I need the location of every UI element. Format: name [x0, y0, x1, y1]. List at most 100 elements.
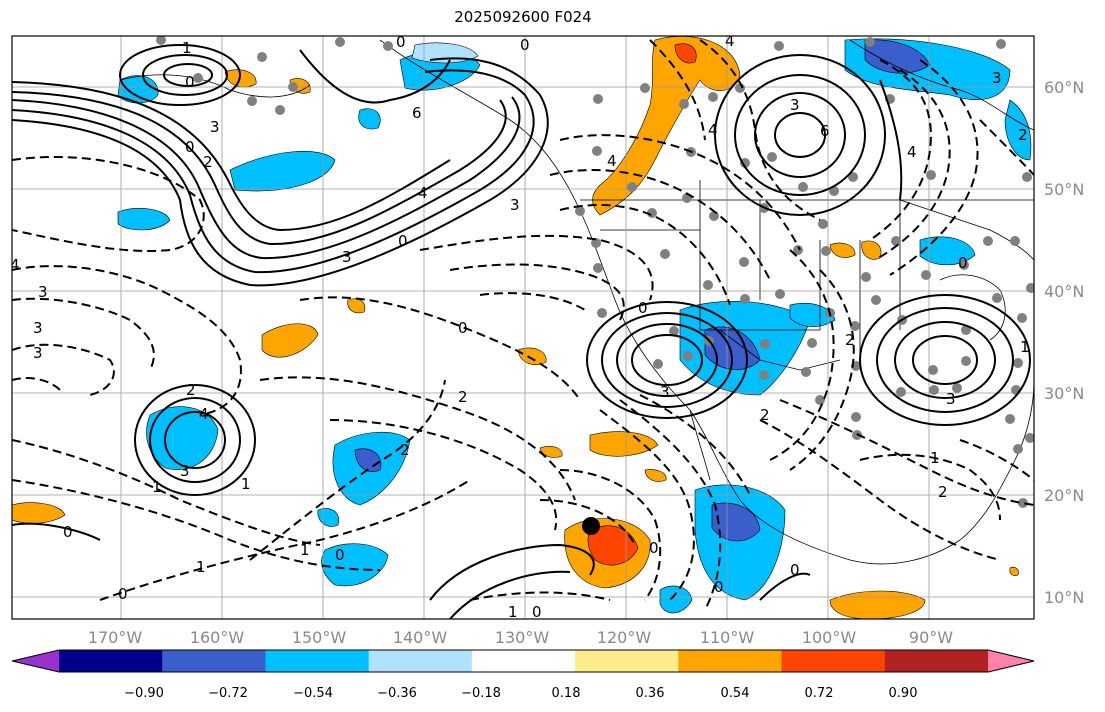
- colorbar-segment: [368, 650, 473, 672]
- coastlines: [119, 39, 1034, 565]
- colorbar-tick-labels: −0.90 −0.72 −0.54 −0.36 −0.18 0.18 0.36 …: [124, 686, 917, 701]
- contour-label: 0: [790, 561, 800, 579]
- colorbar-segment: [678, 650, 783, 672]
- contour-labels: 1 0 3 0 2 6 4 0 3 3 0 0 4 3 3 3 0 2 2 2 …: [10, 32, 1030, 621]
- lon-label: 160°W: [190, 628, 245, 647]
- colorbar-segment: [162, 650, 266, 672]
- map-background: [12, 36, 1034, 619]
- contour-label: 3: [510, 196, 520, 214]
- colorbar-tick-label: −0.18: [461, 686, 501, 701]
- contour-label: 1: [1020, 338, 1030, 356]
- contour-label: 0: [185, 138, 195, 156]
- contour-label: 0: [396, 33, 406, 51]
- contour-label: 4: [907, 143, 917, 161]
- contour-label: 2: [938, 483, 948, 501]
- contour-label: 1: [300, 541, 310, 559]
- contour-label: 2: [186, 381, 196, 399]
- lon-label: 140°W: [393, 628, 448, 647]
- contour-label: 0: [398, 232, 408, 250]
- colorbar-segment: [59, 650, 163, 672]
- lon-label: 110°W: [700, 628, 755, 647]
- lon-label: 100°W: [802, 628, 857, 647]
- lat-label: 60°N: [1044, 78, 1084, 97]
- contour-label: 6: [412, 104, 422, 122]
- lon-label: 150°W: [292, 628, 347, 647]
- lat-label: 10°N: [1044, 588, 1084, 607]
- contour-label: 3: [180, 462, 190, 480]
- colorbar-extend-min: [12, 650, 59, 672]
- colorbar-segment: [575, 650, 679, 672]
- contour-label: 4: [199, 405, 209, 423]
- contour-label: 3: [38, 283, 48, 301]
- contour-label: 3: [342, 248, 352, 266]
- shaded-anomaly-regions: [12, 36, 1032, 619]
- solid-contours: [12, 44, 1031, 619]
- colorbar-outline: [11, 649, 1035, 673]
- colorbar-tick-label: −0.54: [293, 686, 333, 701]
- contour-label: 2: [1018, 126, 1028, 144]
- contour-label: 2: [760, 406, 770, 424]
- contour-label: 0: [63, 523, 73, 541]
- contour-label: 3: [790, 96, 800, 114]
- contour-label: 4: [725, 32, 735, 50]
- longitude-labels: 170°W 160°W 150°W 140°W 130°W 120°W 110°…: [88, 628, 953, 647]
- colorbar-tick-label: −0.36: [377, 686, 417, 701]
- contour-label: 3: [33, 344, 43, 362]
- map-frame: [11, 35, 1035, 620]
- dashed-contours: [12, 39, 1034, 611]
- contour-label: 0: [118, 585, 128, 603]
- contour-label: 1: [152, 478, 162, 496]
- lon-label: 170°W: [88, 628, 143, 647]
- contour-label: 1: [508, 603, 518, 621]
- contour-label: 4: [10, 256, 20, 274]
- contour-label: 3: [992, 69, 1002, 87]
- contour-label: 0: [458, 319, 468, 337]
- storm-center-marker: [582, 517, 600, 535]
- colorbar-tick-label: 0.72: [805, 686, 834, 701]
- contour-label: 1: [241, 475, 251, 493]
- graticule: [12, 36, 1034, 619]
- contour-label: 0: [714, 578, 724, 596]
- contour-label: 2: [845, 331, 855, 349]
- contour-label: 0: [532, 603, 542, 621]
- colorbar-tick-label: 0.54: [721, 686, 750, 701]
- lat-label: 20°N: [1044, 486, 1084, 505]
- contour-label: 3: [33, 319, 43, 337]
- contour-label: 0: [185, 73, 195, 91]
- contour-label: 4: [708, 121, 718, 139]
- contour-label: 2: [458, 388, 468, 406]
- colorbar-segment: [781, 650, 886, 672]
- colorbar-segment: [265, 650, 370, 672]
- contour-label: 4: [418, 184, 428, 202]
- contour-label: 3: [210, 118, 220, 136]
- lon-label: 130°W: [495, 628, 550, 647]
- contour-label: 3: [946, 390, 956, 408]
- colorbar-segment: [471, 650, 576, 672]
- colorbar-tick-label: −0.90: [124, 686, 164, 701]
- map-title: 2025092600 F024: [454, 8, 592, 26]
- lat-label: 30°N: [1044, 384, 1084, 403]
- colorbar-segment: [884, 650, 989, 672]
- lat-label: 50°N: [1044, 180, 1084, 199]
- colorbar-tick-label: 0.36: [636, 686, 665, 701]
- contour-label: 6: [820, 122, 830, 140]
- contour-label: 1: [196, 558, 206, 576]
- colorbar-extend-max: [988, 650, 1034, 672]
- lat-label: 40°N: [1044, 282, 1084, 301]
- contour-label: 0: [958, 254, 968, 272]
- contour-label: 2: [203, 153, 213, 171]
- contour-label: 0: [520, 36, 530, 54]
- lon-label: 90°W: [909, 628, 953, 647]
- contour-label: 1: [182, 39, 192, 57]
- lon-label: 120°W: [597, 628, 652, 647]
- colorbar-tick-label: −0.72: [208, 686, 248, 701]
- contour-label: 4: [607, 152, 617, 170]
- latitude-labels: 60°N 50°N 40°N 30°N 20°N 10°N: [1044, 78, 1084, 607]
- contour-label: 0: [335, 546, 345, 564]
- contour-label: 3: [660, 383, 670, 401]
- contour-label: 0: [638, 299, 648, 317]
- colorbar-tick-label: 0.90: [889, 686, 918, 701]
- contour-label: 2: [400, 441, 410, 459]
- contour-label: 0: [649, 539, 659, 557]
